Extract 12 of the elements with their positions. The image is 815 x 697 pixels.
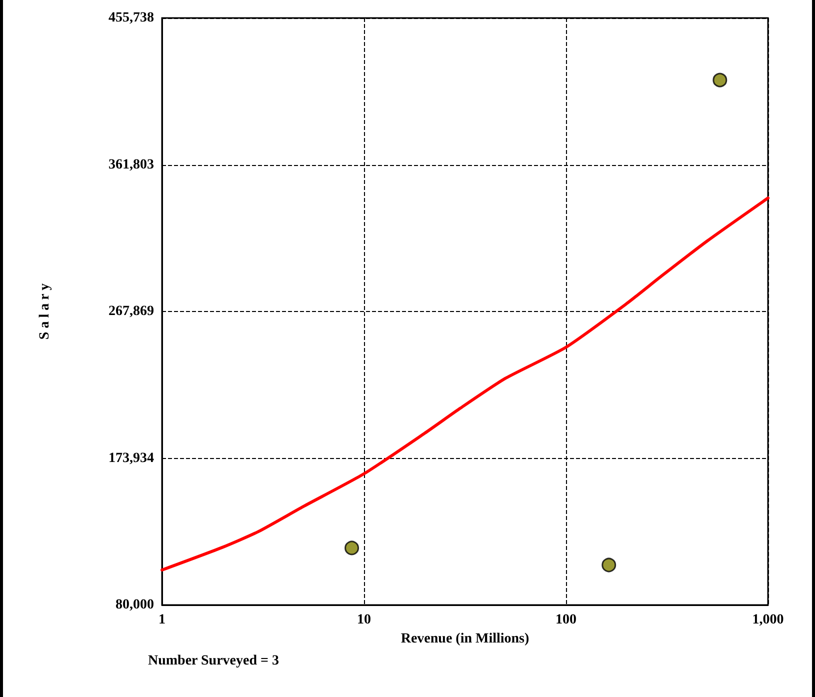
y-tick-label: 173,934	[108, 450, 154, 466]
x-tick-label: 100	[556, 612, 576, 628]
x-tick-label: 1	[158, 612, 166, 628]
x-axis-title: Revenue (in Millions)	[400, 631, 530, 646]
x-tick-label: 1,000	[752, 612, 784, 628]
y-axis-title: S a l a r y	[38, 283, 52, 340]
x-tick-label: 10	[357, 612, 371, 628]
y-tick-label: 80,000	[116, 598, 154, 612]
y-tick-label: 455,738	[108, 10, 154, 26]
y-tick-label: 267,869	[108, 304, 154, 319]
text: Number Surveyed = 3	[148, 654, 279, 668]
y-tick-label: 361,803	[108, 157, 154, 172]
